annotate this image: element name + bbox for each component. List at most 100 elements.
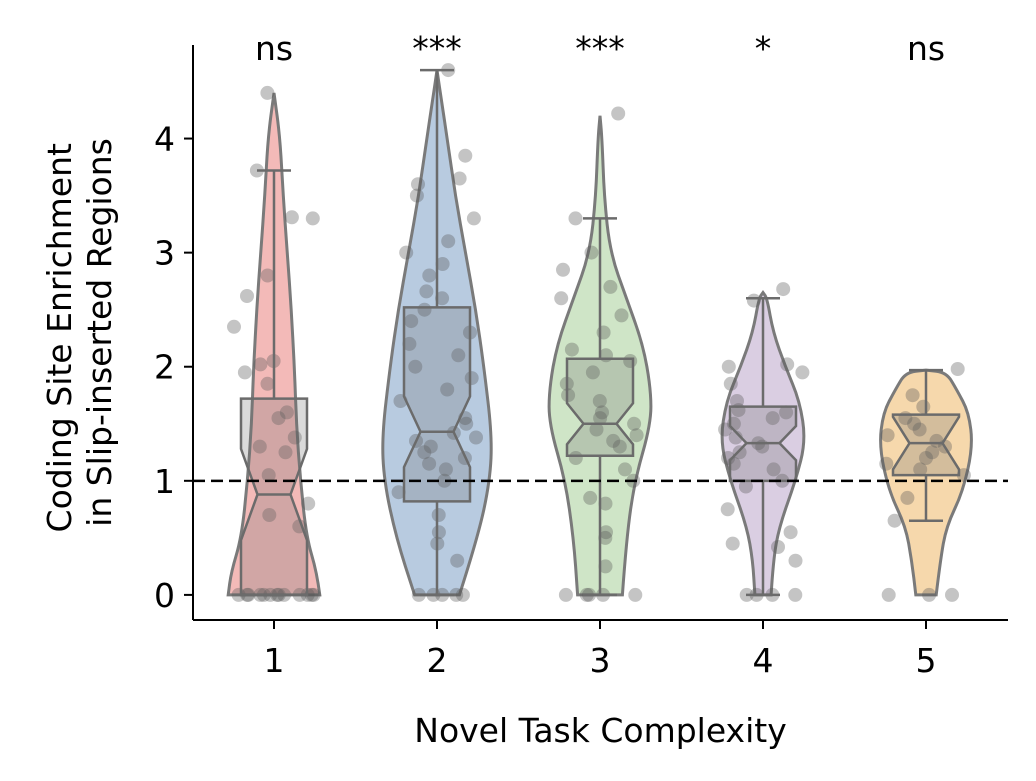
data-point	[721, 359, 736, 374]
data-point	[629, 428, 644, 443]
data-point	[249, 163, 264, 178]
y-tick-label: 3	[154, 234, 175, 273]
axes: 1 2 3 4 5 0 1 2 3 4	[154, 45, 1008, 680]
data-point	[240, 289, 254, 303]
data-point	[945, 587, 959, 602]
x-tick-label: 2	[427, 641, 448, 680]
data-point	[598, 496, 613, 511]
data-point	[262, 508, 277, 522]
data-point	[301, 496, 316, 511]
data-point	[469, 430, 483, 445]
data-point	[459, 416, 474, 431]
data-point	[455, 587, 470, 602]
data-point	[628, 587, 643, 602]
data-point	[925, 445, 940, 460]
data-point	[260, 85, 275, 100]
box-3	[565, 357, 635, 457]
data-point	[411, 177, 425, 192]
data-point	[558, 587, 573, 602]
y-axis-label: Coding Site Enrichment in Slip-inserted …	[40, 133, 119, 533]
data-point	[627, 416, 642, 431]
significance-label: ns	[255, 29, 293, 68]
x-tick-label: 5	[916, 641, 937, 680]
data-point	[306, 587, 321, 602]
y-tick-label: 0	[154, 576, 175, 615]
data-point	[568, 211, 583, 226]
data-point	[900, 490, 915, 505]
data-point	[437, 473, 452, 488]
data-point	[278, 445, 293, 460]
data-point	[253, 357, 268, 372]
data-point	[779, 405, 794, 420]
data-point	[618, 462, 632, 477]
data-point	[440, 382, 455, 397]
data-point	[464, 371, 479, 386]
data-point	[599, 525, 613, 540]
data-point	[417, 445, 432, 460]
data-point	[765, 411, 780, 426]
data-point	[583, 490, 598, 505]
data-point	[919, 451, 933, 465]
data-point	[585, 365, 600, 380]
x-tick-label: 1	[264, 641, 285, 680]
y-axis-label-line-2: in Slip-inserted Regions	[80, 138, 119, 527]
data-point	[907, 416, 922, 431]
data-point	[880, 428, 895, 443]
data-point	[598, 559, 613, 574]
x-tick-label: 4	[753, 641, 774, 680]
data-point	[718, 422, 733, 437]
data-point	[450, 553, 465, 568]
y-tick-label: 1	[154, 462, 175, 501]
box-1	[239, 397, 309, 597]
data-point	[287, 430, 302, 445]
data-point	[435, 257, 450, 271]
significance-labels: ns *** *** * ns	[255, 29, 945, 68]
data-point	[732, 445, 747, 460]
data-point	[738, 479, 753, 494]
data-point	[611, 106, 626, 121]
data-point	[913, 462, 928, 477]
data-point	[556, 262, 570, 277]
data-point	[593, 411, 608, 426]
data-point	[260, 268, 275, 283]
data-point	[458, 148, 473, 163]
data-point	[612, 439, 627, 454]
data-point	[596, 325, 611, 340]
data-point	[881, 587, 896, 602]
data-point	[449, 587, 464, 602]
data-point	[284, 210, 299, 225]
data-point	[419, 284, 434, 299]
data-point	[592, 394, 607, 408]
data-point	[305, 211, 320, 226]
data-point	[271, 411, 286, 426]
data-point	[279, 405, 294, 420]
data-point	[584, 245, 599, 260]
data-point	[780, 357, 795, 372]
data-point	[589, 422, 604, 437]
data-point	[564, 342, 579, 357]
data-point	[766, 462, 781, 477]
data-point	[423, 439, 438, 454]
data-point	[922, 587, 937, 602]
data-point	[402, 336, 417, 351]
data-point	[554, 291, 569, 306]
data-point	[606, 433, 621, 448]
box-5	[891, 413, 961, 477]
data-point	[795, 365, 810, 380]
data-point	[422, 456, 437, 471]
data-point	[916, 399, 931, 414]
data-point	[422, 268, 437, 283]
y-axis-label-line-1: Coding Site Enrichment	[40, 143, 79, 532]
box-2	[402, 306, 472, 503]
data-point	[227, 319, 241, 334]
data-point	[950, 362, 965, 376]
x-tick-label: 3	[590, 641, 611, 680]
significance-label: ns	[907, 29, 945, 68]
data-point	[771, 540, 785, 554]
data-point	[261, 468, 276, 483]
y-tick-label: 4	[154, 120, 175, 159]
data-point	[441, 234, 456, 249]
data-point	[431, 508, 446, 522]
data-point	[879, 456, 894, 471]
